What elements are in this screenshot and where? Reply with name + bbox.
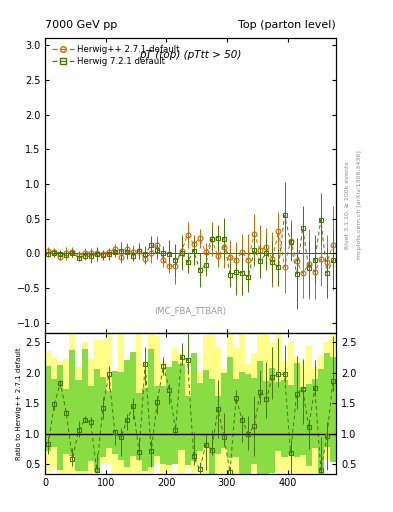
Text: Top (parton level): Top (parton level) [238,19,336,30]
Y-axis label: Ratio to Herwig++ 2.7.1 default: Ratio to Herwig++ 2.7.1 default [16,347,22,460]
Text: 7000 GeV pp: 7000 GeV pp [45,19,118,30]
Text: mcplots.cern.ch [arXiv:1306.3436]: mcplots.cern.ch [arXiv:1306.3436] [357,151,362,259]
Text: (MC_FBA_TTBAR): (MC_FBA_TTBAR) [154,307,227,315]
Legend: Herwig++ 2.7.1 default, Herwig 7.2.1 default: Herwig++ 2.7.1 default, Herwig 7.2.1 def… [50,42,182,69]
Text: Rivet 3.1.10, ≥ 100k events: Rivet 3.1.10, ≥ 100k events [345,161,350,249]
Text: pT (top) (pTtt > 50): pT (top) (pTtt > 50) [140,50,242,60]
